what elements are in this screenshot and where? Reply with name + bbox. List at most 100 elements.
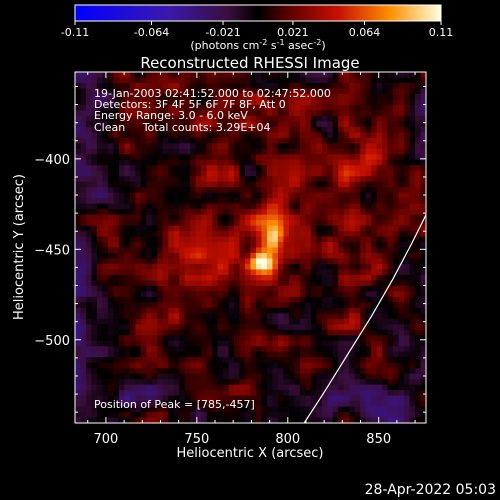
heatmap-cell [277,351,284,358]
heatmap-cell [146,274,153,281]
heatmap-cell [96,231,103,237]
heatmap-cell [299,390,306,396]
heatmap-cell [310,82,317,89]
heatmap-cell [168,417,175,423]
heatmap-cell [272,82,279,89]
heatmap-cell [118,318,125,325]
heatmap-cell [299,104,306,111]
heatmap-cell [190,406,197,413]
heatmap-cell [255,225,262,232]
heatmap-cell [305,159,312,166]
heatmap-cell [179,280,186,287]
heatmap-cell [102,285,109,292]
colorbar: -0.11 -0.064 -0.021 0.021 0.064 0.11 (photons… [61,4,453,52]
heatmap-cell [96,417,103,423]
heatmap-cell [96,401,103,407]
heatmap-cell [354,225,361,232]
heatmap-cell [376,176,383,183]
heatmap-cell [288,104,295,111]
heatmap-cell [190,357,197,364]
heatmap-cell [277,126,284,133]
heatmap-cell [102,362,109,369]
heatmap-cell [80,379,87,386]
heatmap-cell [332,154,339,161]
heatmap-cell [223,302,229,309]
heatmap-cell [409,329,416,336]
heatmap-cell [124,296,131,303]
heatmap-cell [129,285,136,292]
heatmap-cell [420,99,426,106]
heatmap-cell [190,154,197,161]
heatmap-cell [338,384,345,391]
heatmap-cell [277,159,284,166]
heatmap-cell [184,231,191,237]
heatmap-cell [91,269,98,276]
heatmap-cell [404,406,410,413]
heatmap-cell [393,373,399,380]
heatmap-cell [393,236,399,243]
heatmap-cell [283,296,290,303]
heatmap-cell [228,104,235,111]
heatmap-cell [250,263,257,270]
heatmap-cell [135,329,142,336]
heatmap-cell [124,110,131,117]
heatmap-cell [223,324,229,331]
heatmap-cell [250,159,257,166]
heatmap-cell [398,368,405,375]
heatmap-cell [168,220,175,226]
heatmap-cell [277,379,284,386]
heatmap-cell [179,247,186,254]
heatmap-cell [415,313,421,320]
heatmap-cell [371,143,378,150]
heatmap-cell [91,335,98,342]
heatmap-cell [184,362,191,369]
heatmap-cell [234,236,240,243]
heatmap-cell [118,379,125,386]
heatmap-cell [129,280,136,287]
heatmap-cell [288,252,295,259]
heatmap-cell [338,137,345,144]
heatmap-cell [96,99,103,106]
heatmap-cell [305,72,312,78]
heatmap-cell [310,214,317,221]
heatmap-cell [146,143,153,150]
heatmap-cell [162,115,169,122]
heatmap-cell [217,170,224,177]
heatmap-cell [179,132,186,139]
heatmap-cell [305,104,312,111]
heatmap-cell [299,214,306,221]
heatmap-cell [228,263,235,270]
heatmap-cell [283,313,290,320]
heatmap-cell [261,351,268,358]
heatmap-cell [168,269,175,276]
heatmap-cell [91,412,98,418]
heatmap-cell [151,247,158,254]
heatmap-cell [173,258,180,265]
heatmap-cell [376,296,383,303]
heatmap-cell [173,285,180,292]
heatmap-cell [409,384,416,391]
heatmap-cell [321,406,328,413]
heatmap-cell [305,307,312,314]
heatmap-cell [294,395,301,402]
heatmap-cell [299,302,306,309]
heatmap-cell [382,247,389,254]
heatmap-cell [228,99,235,106]
heatmap-cell [283,187,290,194]
heatmap-cell [201,285,208,292]
heatmap-cell [212,346,218,353]
heatmap-cell [343,340,350,347]
heatmap-cell [135,340,142,347]
heatmap-cell [151,209,158,215]
heatmap-cell [184,324,191,331]
heatmap-cell [387,296,394,303]
heatmap-cell [409,148,416,155]
heatmap-cell [118,357,125,364]
heatmap-cell [261,329,268,336]
heatmap-cell [206,307,213,314]
heatmap-cell [365,170,372,177]
heatmap-cell [85,132,92,139]
heatmap-cell [283,121,290,128]
heatmap-cell [409,121,416,128]
heatmap-cell [195,159,202,166]
